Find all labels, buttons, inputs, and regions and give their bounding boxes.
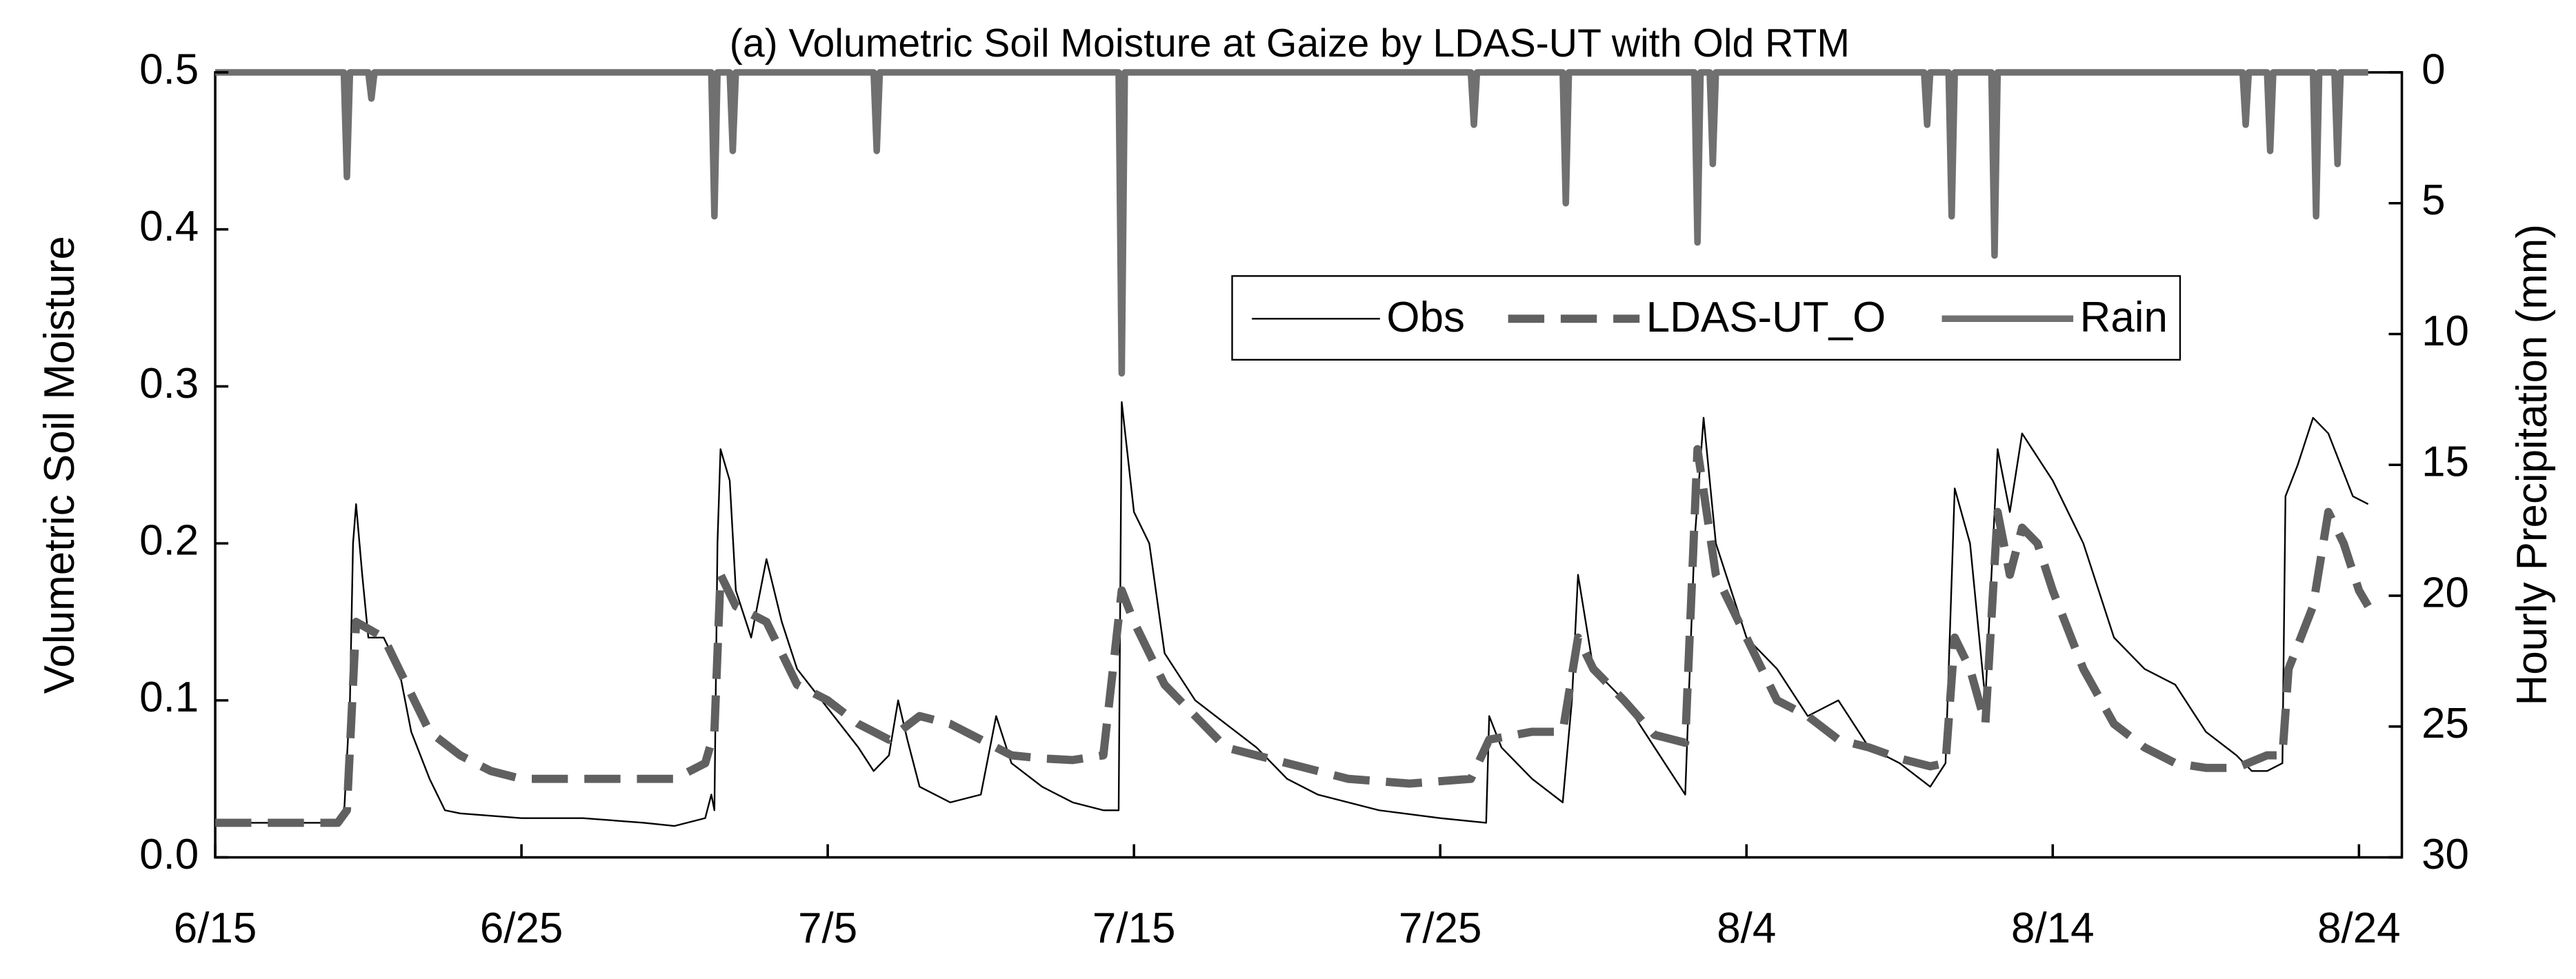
series-line: [215, 401, 2369, 827]
y2-tick-label: 30: [2422, 831, 2469, 878]
legend: Obs LDAS-UT_O Rain: [1252, 294, 2168, 341]
x-tick-label: 7/25: [1399, 905, 1482, 952]
y-axis-label: Volumetric Soil Moisture: [36, 236, 83, 694]
y2-axis-label: Hourly Precipitation (mm): [2508, 224, 2556, 706]
x-tick-label: 6/15: [174, 905, 257, 952]
y-tick-label: 0.2: [139, 516, 199, 564]
series-line: [215, 69, 2368, 377]
y-tick-label: 0.1: [139, 674, 199, 721]
y2-tick-label: 25: [2422, 700, 2469, 747]
legend-label: Obs: [1386, 294, 1465, 341]
plot-area: [215, 69, 2372, 827]
y2-tick-label: 0: [2422, 46, 2445, 93]
series-line: [215, 445, 2372, 827]
y-tick-label: 0.5: [139, 46, 199, 93]
x-tick-label: 7/15: [1092, 905, 1176, 952]
x-tick-label: 6/25: [480, 905, 563, 952]
y2-tick-label: 20: [2422, 569, 2469, 616]
y2-tick-label: 15: [2422, 438, 2469, 486]
y-tick-label: 0.3: [139, 360, 199, 407]
y2-tick-label: 10: [2422, 307, 2469, 355]
x-tick-label: 7/5: [798, 905, 857, 952]
y-tick-label: 0.4: [139, 203, 199, 250]
y2-tick-label: 5: [2422, 176, 2445, 224]
legend-label: LDAS-UT_O: [1646, 294, 1886, 341]
x-tick-label: 8/24: [2317, 905, 2401, 952]
plot-frame: [214, 71, 2404, 859]
y-tick-label: 0.0: [139, 831, 199, 878]
chart-title: (a) Volumetric Soil Moisture at Gaize by…: [730, 21, 1850, 65]
x-tick-label: 8/4: [1717, 905, 1776, 952]
legend-label: Rain: [2080, 294, 2168, 341]
x-tick-label: 8/14: [2011, 905, 2095, 952]
